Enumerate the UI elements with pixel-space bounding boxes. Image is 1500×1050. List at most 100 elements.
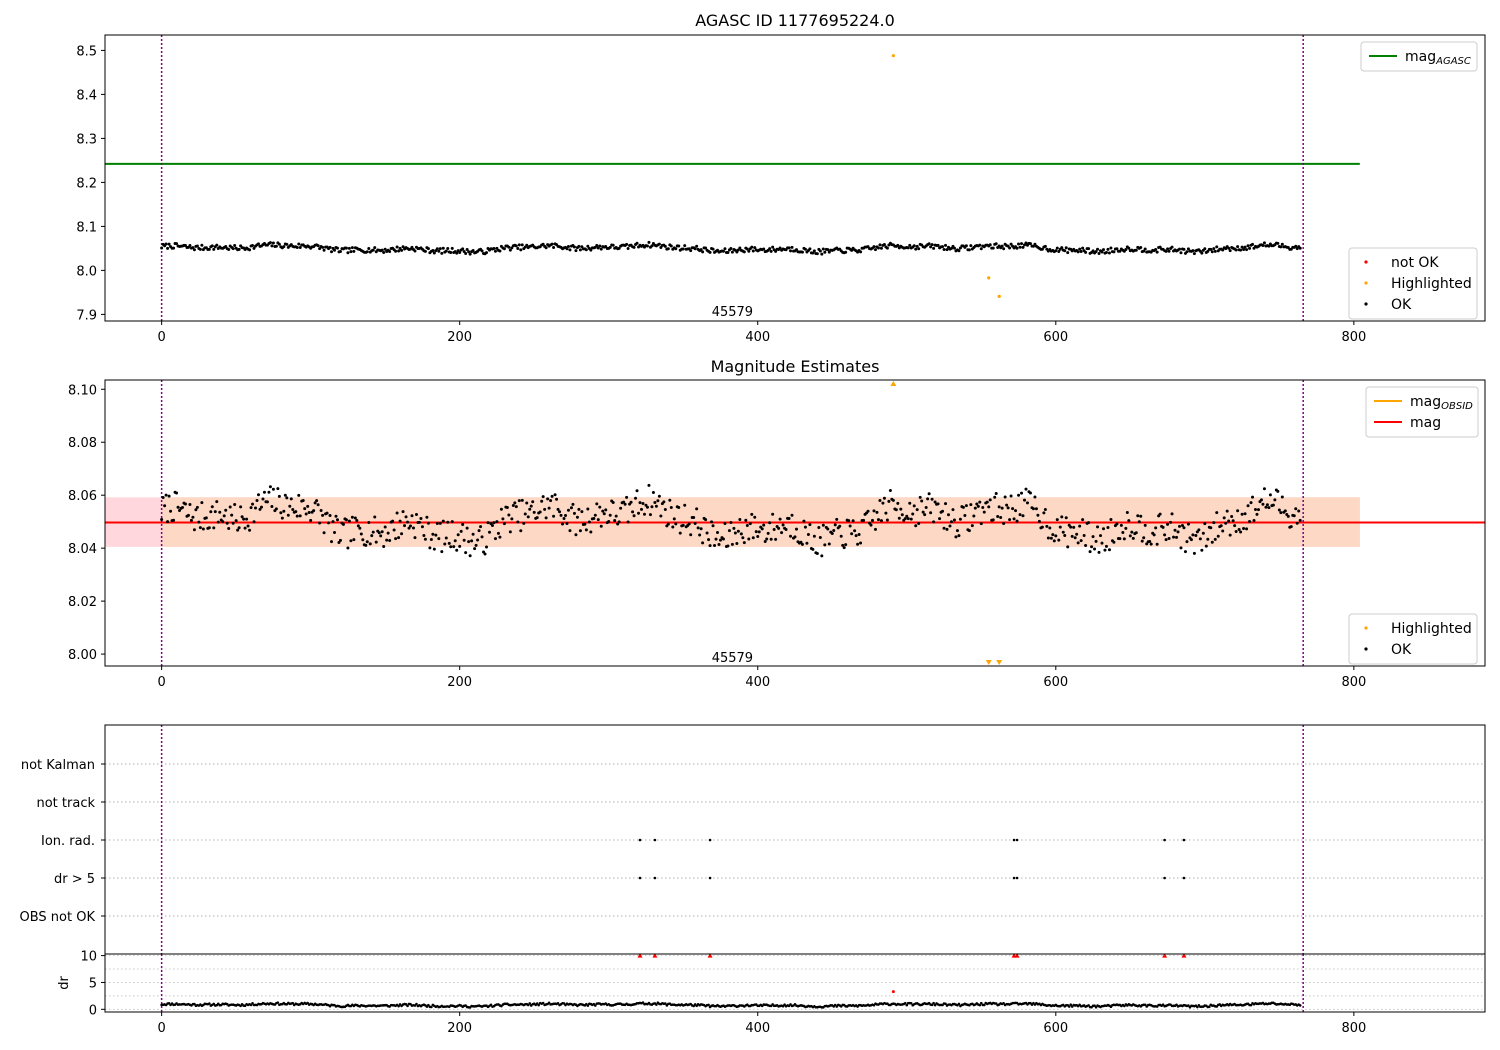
ok-point bbox=[635, 489, 639, 493]
ok-point bbox=[1189, 538, 1193, 542]
ok-point bbox=[1289, 525, 1293, 529]
ok-point bbox=[1124, 248, 1128, 252]
ok-point bbox=[441, 519, 445, 523]
ok-point bbox=[344, 246, 348, 250]
ok-point bbox=[1227, 246, 1231, 250]
ok-point bbox=[978, 243, 982, 247]
ok-point bbox=[747, 537, 751, 541]
ok-point bbox=[1248, 246, 1252, 250]
ok-point bbox=[704, 518, 708, 522]
ok-point bbox=[411, 526, 415, 530]
dr-point bbox=[979, 1001, 983, 1005]
ok-point bbox=[803, 525, 807, 529]
dr-point bbox=[1298, 1004, 1302, 1007]
ok-point bbox=[1099, 534, 1103, 538]
ok-point bbox=[584, 248, 588, 252]
ok-point bbox=[331, 520, 335, 524]
ok-point bbox=[553, 493, 557, 497]
ok-point bbox=[192, 528, 196, 532]
ok-point bbox=[991, 246, 995, 250]
ok-point bbox=[899, 507, 903, 511]
ok-point bbox=[808, 247, 812, 251]
ok-point bbox=[352, 249, 356, 253]
ok-point bbox=[753, 246, 757, 250]
ok-point bbox=[239, 505, 243, 509]
ok-point bbox=[520, 243, 524, 247]
ok-point bbox=[176, 505, 180, 509]
ok-point bbox=[446, 520, 450, 524]
dr-x-tick-label: 200 bbox=[447, 1021, 472, 1036]
ok-point bbox=[383, 525, 387, 529]
ok-point bbox=[941, 245, 945, 249]
ok-point bbox=[447, 541, 451, 545]
ok-point bbox=[640, 507, 644, 511]
ok-point bbox=[1121, 531, 1125, 535]
highlighted-point bbox=[987, 276, 991, 280]
ok-point bbox=[993, 495, 997, 499]
ok-point bbox=[1294, 244, 1298, 248]
ok-point bbox=[1182, 247, 1186, 251]
ok-point bbox=[1209, 247, 1213, 251]
ok-point bbox=[1219, 524, 1223, 528]
ok-point bbox=[562, 517, 566, 521]
ok-point bbox=[236, 528, 240, 532]
ok-point bbox=[1224, 521, 1228, 525]
ok-point bbox=[547, 506, 551, 510]
ok-point bbox=[392, 528, 396, 532]
ok-point bbox=[531, 500, 535, 504]
dr-point bbox=[1175, 1003, 1178, 1007]
ok-point bbox=[957, 249, 961, 253]
ok-point bbox=[373, 515, 377, 519]
ok-point bbox=[1119, 523, 1123, 527]
ok-point bbox=[252, 520, 256, 524]
ok-point bbox=[470, 539, 474, 543]
ok-point bbox=[468, 252, 472, 256]
ok-point bbox=[771, 512, 775, 516]
ok-point bbox=[848, 524, 852, 528]
ok-point bbox=[1169, 520, 1173, 524]
ok-point bbox=[1014, 509, 1018, 513]
ok-point bbox=[388, 250, 392, 254]
dr-point bbox=[1069, 1003, 1073, 1006]
ok-point bbox=[468, 554, 472, 558]
ok-point bbox=[350, 515, 354, 519]
ok-point bbox=[285, 242, 289, 246]
ok-point bbox=[167, 494, 171, 498]
chart-title-agasc: AGASC ID 1177695224.0 bbox=[695, 11, 895, 30]
ok-point bbox=[651, 490, 655, 494]
ok-point bbox=[844, 543, 848, 547]
ok-point bbox=[878, 498, 882, 502]
ok-point bbox=[738, 246, 742, 250]
agasc-x-tick-label: 800 bbox=[1341, 330, 1366, 345]
ok-point bbox=[558, 510, 562, 514]
ok-point bbox=[583, 522, 587, 526]
ok-point bbox=[485, 545, 489, 549]
ok-point bbox=[1079, 250, 1083, 254]
ok-point bbox=[544, 246, 548, 250]
ok-point bbox=[978, 500, 982, 504]
dr-x-tick-label: 600 bbox=[1043, 1021, 1068, 1036]
ok-point bbox=[1127, 519, 1131, 523]
ok-point bbox=[732, 526, 736, 530]
ok-point bbox=[1043, 507, 1047, 511]
ok-point bbox=[692, 516, 696, 520]
ok-point bbox=[435, 521, 439, 525]
ok-point bbox=[891, 498, 895, 502]
ok-point bbox=[625, 242, 629, 246]
ok-point bbox=[951, 508, 955, 512]
ok-point bbox=[656, 499, 660, 503]
ok-point bbox=[383, 247, 387, 251]
ok-point bbox=[799, 540, 803, 544]
ok-point bbox=[1261, 502, 1265, 506]
ok-point bbox=[1063, 534, 1067, 538]
ok-point bbox=[459, 529, 463, 533]
ok-point bbox=[1209, 526, 1213, 530]
ok-point bbox=[175, 491, 179, 495]
ok-point bbox=[1109, 518, 1113, 522]
ok-point bbox=[677, 506, 681, 510]
ok-point bbox=[777, 526, 781, 530]
ok-point bbox=[918, 495, 922, 499]
ok-point bbox=[771, 245, 775, 249]
ok-point bbox=[288, 504, 292, 508]
dr-point bbox=[1143, 1003, 1147, 1007]
